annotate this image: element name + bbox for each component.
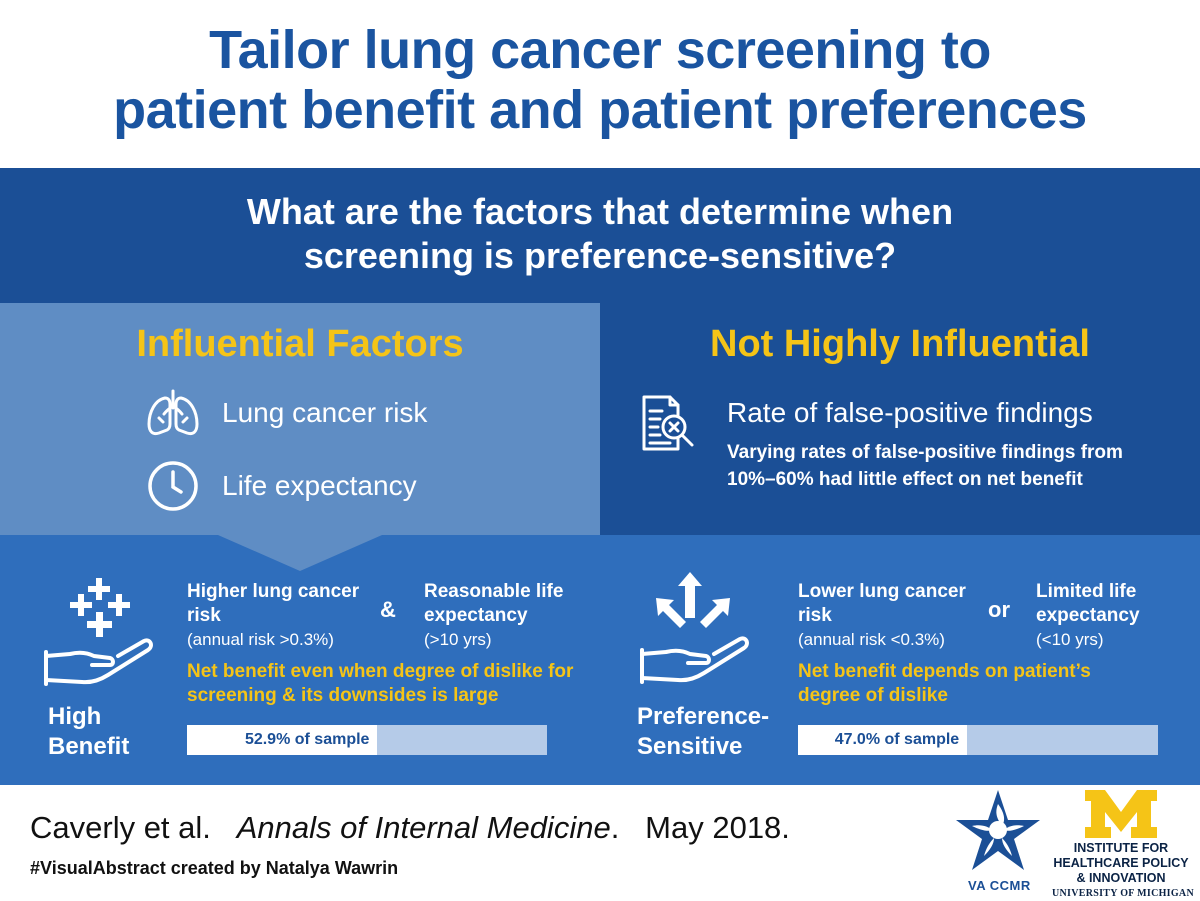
influential-factors-heading: Influential Factors xyxy=(136,323,464,365)
criterion-line-1: Lower lung cancer xyxy=(798,581,966,602)
higher-risk-criterion: Higher lung cancer risk (annual risk >0.… xyxy=(187,580,359,652)
ihpi-logo-text: INSTITUTE FOR HEALTHCARE POLICY & INNOVA… xyxy=(1052,841,1194,901)
category-line-1: Preference- xyxy=(637,703,770,730)
category-line-2: Benefit xyxy=(48,733,130,760)
question-line-2: screening is preference-sensitive? xyxy=(303,235,897,276)
hand-with-plus-signs-icon xyxy=(40,572,160,687)
false-positive-rate-label: Rate of false-positive findings xyxy=(727,397,1093,428)
title-line-2: patient benefit and patient preferences xyxy=(113,80,1087,140)
preference-sensitive-result: Net benefit depends on patient’s degree … xyxy=(798,660,1091,708)
hand-with-arrows-icon xyxy=(636,570,756,685)
high-benefit-result: Net benefit even when degree of dislike … xyxy=(187,660,573,708)
result-line-2: degree of dislike xyxy=(798,685,948,706)
lower-risk-criterion: Lower lung cancer risk (annual risk <0.3… xyxy=(798,580,966,652)
lung-cancer-risk-label: Lung cancer risk xyxy=(222,397,428,428)
note-line-2: 10%–60% had little effect on net benefit xyxy=(727,469,1083,490)
preference-sensitive-category: Preference- Sensitive xyxy=(637,702,769,762)
preference-sensitive-sample-bar: 47.0% of sample xyxy=(798,725,1158,755)
life-expectancy-label: Life expectancy xyxy=(222,470,417,501)
criterion-line-2: risk xyxy=(187,605,221,626)
document-search-x-icon xyxy=(640,393,698,455)
ihpi-line-2: HEALTHCARE POLICY xyxy=(1053,856,1189,870)
reasonable-life-expectancy-criterion: Reasonable life expectancy (>10 yrs) xyxy=(424,580,563,652)
note-line-1: Varying rates of false-positive findings… xyxy=(727,442,1123,463)
result-line-2: screening & its downsides is large xyxy=(187,685,499,706)
ihpi-line-1: INSTITUTE FOR xyxy=(1073,841,1169,855)
conjunction-or: or xyxy=(988,597,1010,622)
sample-bar-label: 47.0% of sample xyxy=(834,731,960,748)
criterion-sub: (annual risk >0.3%) xyxy=(187,630,334,649)
va-ccmr-star-logo-icon xyxy=(948,786,1048,878)
citation-authors: Caverly et al. xyxy=(30,810,211,845)
creator-credit: #VisualAbstract created by Natalya Wawri… xyxy=(30,858,399,878)
sample-bar-fill xyxy=(798,725,968,755)
criterion-line-2: expectancy xyxy=(1036,605,1140,626)
pointer-triangle xyxy=(218,535,382,571)
criterion-line-2: expectancy xyxy=(424,605,528,626)
question-band xyxy=(0,168,1200,303)
criterion-line-1: Reasonable life xyxy=(424,581,564,602)
influential-factors-panel xyxy=(0,303,600,535)
va-ccmr-logo-text: VA CCMR xyxy=(968,878,1031,893)
citation: Caverly et al. Annals of Internal Medici… xyxy=(30,810,790,845)
page-title: Tailor lung cancer screening to patient … xyxy=(0,20,1200,140)
not-highly-influential-heading: Not Highly Influential xyxy=(710,323,1090,365)
question: What are the factors that determine when… xyxy=(0,190,1200,278)
criterion-sub: (>10 yrs) xyxy=(424,630,492,649)
result-line-1: Net benefit depends on patient’s xyxy=(798,661,1091,682)
conjunction-and: & xyxy=(380,597,396,622)
limited-life-expectancy-criterion: Limited life expectancy (<10 yrs) xyxy=(1036,580,1140,652)
citation-date: May 2018. xyxy=(645,810,790,845)
false-positive-note: Varying rates of false-positive findings… xyxy=(727,439,1123,493)
clock-icon xyxy=(146,459,200,513)
category-line-2: Sensitive xyxy=(637,733,743,760)
ihpi-line-3: & INNOVATION xyxy=(1076,871,1166,885)
criterion-line-1: Limited life xyxy=(1036,581,1137,602)
result-line-1: Net benefit even when degree of dislike … xyxy=(187,661,574,682)
criterion-line-2: risk xyxy=(798,605,832,626)
sample-bar-fill xyxy=(187,725,378,755)
block-m-logo-icon xyxy=(1083,788,1159,840)
ihpi-line-4: UNIVERSITY OF MICHIGAN xyxy=(1052,888,1194,899)
citation-journal: Annals of Internal Medicine xyxy=(236,810,611,845)
category-line-1: High xyxy=(48,703,102,730)
sample-bar-label: 52.9% of sample xyxy=(244,731,370,748)
high-benefit-category: High Benefit xyxy=(48,702,129,762)
criterion-sub: (<10 yrs) xyxy=(1036,630,1104,649)
criterion-line-1: Higher lung cancer xyxy=(187,581,360,602)
high-benefit-sample-bar: 52.9% of sample xyxy=(187,725,547,755)
not-highly-influential-panel xyxy=(600,303,1200,535)
question-line-1: What are the factors that determine when xyxy=(246,191,954,232)
criterion-sub: (annual risk <0.3%) xyxy=(798,630,945,649)
lungs-icon xyxy=(145,388,201,438)
title-line-1: Tailor lung cancer screening to xyxy=(209,20,991,80)
